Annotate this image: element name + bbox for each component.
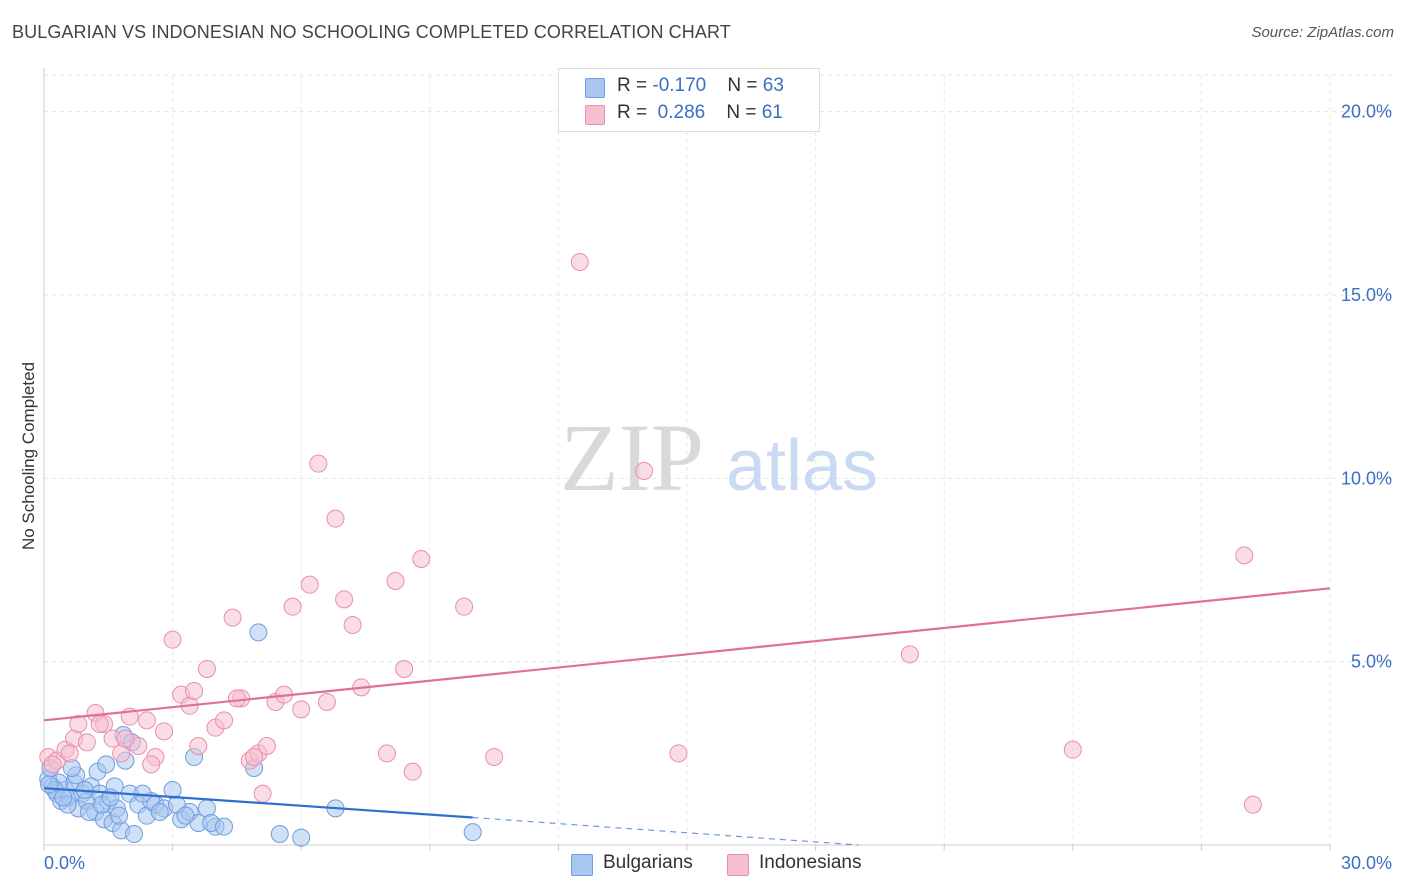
- legend-series: Bulgarians Indonesians: [0, 848, 1406, 878]
- point-bulgarians: [110, 806, 129, 825]
- trendline-bulgarians: [43, 787, 473, 819]
- watermark: ZIP atlas: [560, 404, 878, 511]
- point-indonesians: [326, 509, 345, 528]
- point-indonesians: [900, 645, 919, 664]
- y-axis-label: No Schooling Completed: [19, 362, 38, 550]
- point-indonesians: [283, 597, 302, 616]
- point-indonesians: [69, 715, 88, 733]
- point-indonesians: [142, 755, 161, 774]
- x-tick-label: 0.0%: [44, 853, 85, 873]
- legend-label-bulgarians: Bulgarians: [603, 852, 693, 873]
- point-indonesians: [395, 660, 414, 678]
- point-indonesians: [455, 597, 474, 616]
- point-indonesians: [669, 744, 688, 763]
- point-bulgarians: [215, 817, 234, 836]
- point-indonesians: [223, 608, 242, 627]
- legend-r-value: 0.286: [652, 102, 706, 123]
- point-bulgarians: [40, 775, 59, 794]
- trend-layer: [43, 587, 1331, 846]
- point-indonesians: [189, 737, 208, 755]
- point-bulgarians: [150, 803, 169, 821]
- legend-swatch-blue: [571, 854, 593, 876]
- legend-correlation-box: R = -0.170 N = 63 R = 0.286 N = 61: [558, 68, 820, 132]
- point-indonesians: [90, 715, 109, 733]
- y-tick-label: 20.0%: [1341, 102, 1392, 122]
- point-indonesians: [343, 616, 362, 634]
- point-bulgarians: [54, 788, 73, 807]
- point-bulgarians: [249, 623, 268, 642]
- point-indonesians: [292, 700, 311, 719]
- point-indonesians: [137, 711, 156, 730]
- legend-swatch-pink: [727, 854, 749, 876]
- point-bulgarians: [176, 806, 195, 825]
- legend-n-label: N =: [727, 75, 763, 96]
- legend-r-value: -0.170: [652, 75, 707, 96]
- point-indonesians: [163, 630, 182, 649]
- points-layer: [39, 253, 1262, 847]
- watermark-atlas: atlas: [726, 426, 878, 506]
- chart-source: Source: ZipAtlas.com: [1251, 24, 1394, 41]
- point-indonesians: [317, 693, 336, 711]
- point-bulgarians: [125, 825, 144, 843]
- point-indonesians: [300, 575, 319, 594]
- legend-r-label: R =: [617, 102, 653, 123]
- point-indonesians: [245, 748, 264, 766]
- point-indonesians: [635, 462, 654, 480]
- y-tick-label: 15.0%: [1341, 285, 1392, 305]
- watermark-zip: ZIP: [560, 404, 704, 511]
- point-indonesians: [1243, 795, 1262, 814]
- legend-n-value: 61: [761, 102, 783, 123]
- point-indonesians: [43, 755, 62, 774]
- point-indonesians: [155, 722, 174, 741]
- legend-r-label: R =: [617, 75, 653, 96]
- label-layer: 5.0% 10.0% 15.0% 20.0% 0.0% 30.0% No Schooling…: [19, 102, 1392, 873]
- point-indonesians: [412, 550, 431, 568]
- x-tick-label: 30.0%: [1341, 853, 1392, 873]
- point-indonesians: [485, 748, 504, 766]
- chart-title: BULGARIAN VS INDONESIAN NO SCHOOLING COM…: [12, 22, 731, 42]
- point-indonesians: [60, 744, 79, 763]
- grid-layer: [44, 74, 1392, 845]
- point-bulgarians: [292, 828, 311, 847]
- point-indonesians: [403, 762, 422, 781]
- point-bulgarians: [270, 825, 289, 843]
- point-indonesians: [570, 253, 589, 271]
- legend-swatch-pink: [585, 105, 605, 125]
- point-indonesians: [386, 572, 405, 590]
- point-indonesians: [227, 689, 246, 708]
- point-indonesians: [77, 733, 96, 752]
- legend-n-label: N =: [726, 102, 762, 123]
- point-indonesians: [377, 744, 396, 763]
- point-indonesians: [215, 711, 234, 730]
- point-indonesians: [185, 682, 204, 700]
- legend-swatch-blue: [585, 78, 605, 98]
- point-indonesians: [116, 729, 135, 748]
- trendline-indonesians: [43, 587, 1331, 722]
- legend-n-value: 63: [762, 75, 784, 96]
- point-bulgarians: [97, 755, 116, 774]
- point-indonesians: [257, 737, 276, 755]
- point-indonesians: [253, 784, 272, 803]
- point-indonesians: [1063, 740, 1082, 759]
- trendline-bulgarians-extension: [472, 816, 859, 846]
- point-indonesians: [197, 660, 216, 678]
- point-bulgarians: [463, 823, 482, 842]
- y-tick-label: 10.0%: [1341, 468, 1392, 488]
- y-tick-label: 5.0%: [1351, 652, 1392, 672]
- point-indonesians: [309, 454, 328, 473]
- legend-label-indonesians: Indonesians: [759, 852, 862, 873]
- point-indonesians: [1235, 546, 1254, 565]
- axis-layer: [43, 68, 1331, 851]
- point-indonesians: [335, 590, 354, 609]
